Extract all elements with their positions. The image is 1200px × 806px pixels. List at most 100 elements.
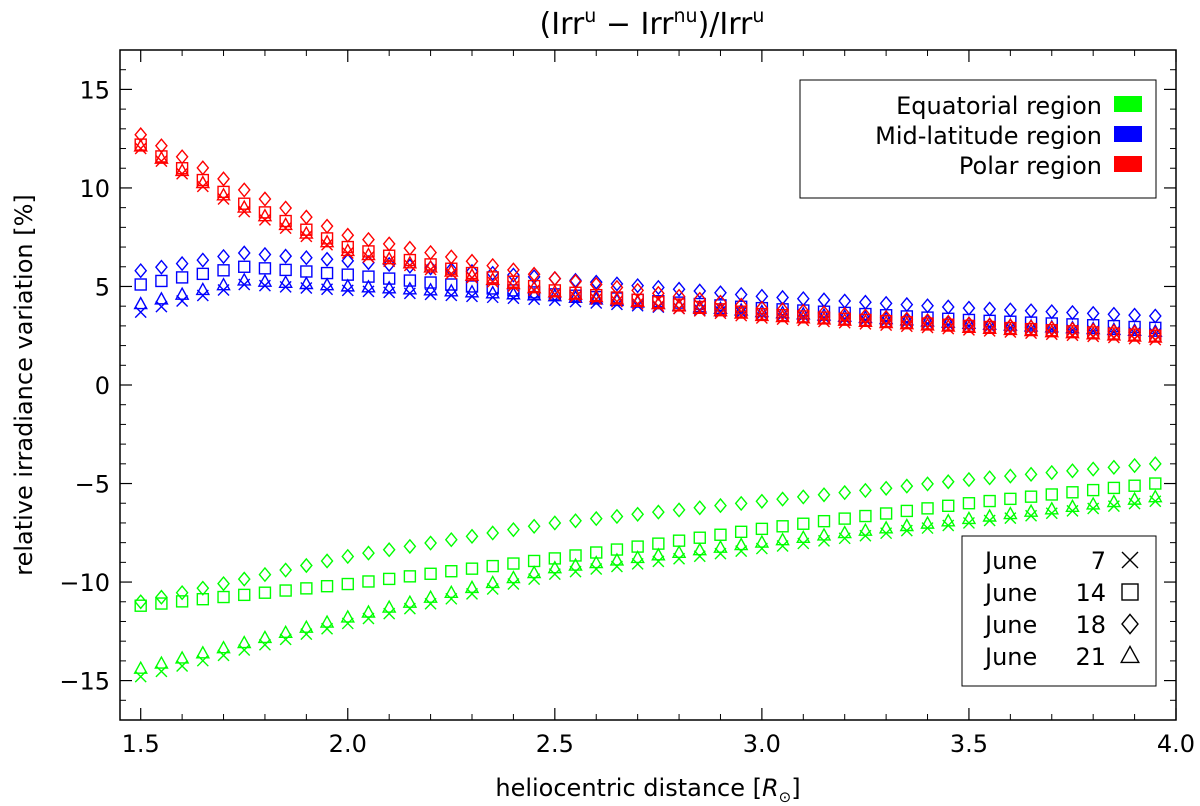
equatorial-diamond-point <box>631 506 645 522</box>
equatorial-diamond-point <box>921 476 934 492</box>
equatorial-square-point <box>734 525 748 539</box>
equatorial-cross-point <box>776 540 789 552</box>
polar-triangle-point <box>1148 329 1163 343</box>
equatorial-square-point <box>590 546 603 559</box>
equatorial-triangle-point <box>444 584 459 598</box>
mid-latitude-square-point <box>175 271 189 284</box>
mid-latitude-diamond-point <box>279 248 293 264</box>
equatorial-triangle-point <box>154 655 169 669</box>
x-tick-label: 3.5 <box>950 730 988 758</box>
mid-latitude-diamond-point <box>589 274 603 290</box>
equatorial-square-point <box>714 528 727 541</box>
mid-latitude-diamond-point <box>237 245 251 261</box>
equatorial-diamond-point <box>403 538 417 555</box>
equatorial-triangle-point <box>195 645 211 659</box>
equatorial-cross-point <box>528 573 541 586</box>
equatorial-diamond-point <box>362 545 375 561</box>
equatorial-triangle-point <box>878 520 894 534</box>
equatorial-square-point <box>942 499 955 512</box>
equatorial-square-point <box>983 494 996 508</box>
equatorial-triangle-point <box>381 599 397 613</box>
equatorial-diamond-point <box>1003 468 1017 484</box>
polar-diamond-point <box>838 306 852 323</box>
region-legend-box <box>799 79 1157 199</box>
equatorial-diamond-point <box>424 535 437 551</box>
mid-latitude-square-point <box>320 266 334 280</box>
polar-triangle-point <box>754 307 770 322</box>
mid-latitude-diamond-point <box>299 250 313 266</box>
equatorial-diamond-point <box>548 515 562 531</box>
polar-cross-point <box>652 300 665 313</box>
equatorial-square-point <box>1107 481 1121 495</box>
mid-latitude-square-point <box>424 276 437 289</box>
polar-diamond-point <box>941 314 955 331</box>
polar-diamond-point <box>962 316 976 332</box>
x-tick-label: 2.5 <box>536 730 574 758</box>
equatorial-diamond-point <box>527 518 541 534</box>
mid-latitude-diamond-point <box>217 248 230 265</box>
equatorial-triangle-point <box>237 635 252 649</box>
equatorial-diamond-point <box>1128 457 1142 474</box>
equatorial-cross-point <box>466 587 478 600</box>
polar-cross-point <box>631 297 644 310</box>
mid-latitude-diamond-point <box>962 300 976 316</box>
equatorial-triangle-point <box>257 629 273 644</box>
equatorial-diamond-point <box>507 521 520 538</box>
legend-month-june-18: June <box>983 611 1037 639</box>
mid-latitude-triangle-point <box>237 272 252 286</box>
polar-triangle-point <box>278 216 293 231</box>
mid-latitude-triangle-point <box>340 278 355 292</box>
equatorial-diamond-point <box>693 500 707 516</box>
polar-diamond-point <box>693 291 707 307</box>
polar-diamond-point <box>1128 324 1142 341</box>
equatorial-diamond-point <box>237 571 251 587</box>
legend-swatch-polar <box>1114 156 1142 172</box>
equatorial-diamond-point <box>859 482 872 499</box>
mid-latitude-diamond-point <box>196 252 210 268</box>
mid-latitude-diamond-point <box>341 253 355 269</box>
polar-triangle-point <box>195 175 211 189</box>
mid-latitude-diamond-point <box>1003 302 1017 318</box>
polar-triangle-point <box>506 276 521 290</box>
equatorial-cross-point <box>714 547 727 560</box>
equatorial-square-point <box>1024 490 1038 503</box>
equatorial-triangle-point <box>1085 496 1101 510</box>
equatorial-cross-point <box>735 545 748 558</box>
equatorial-triangle-point <box>361 604 376 618</box>
mid-latitude-diamond-point <box>859 294 872 310</box>
polar-triangle-point <box>216 187 231 201</box>
polar-triangle-point <box>485 271 500 286</box>
mid-latitude-triangle-point <box>402 281 418 295</box>
legend-label-polar: Polar region <box>959 152 1102 180</box>
legend-swatch-mid-latitude <box>1114 126 1142 142</box>
polar-triangle-point <box>154 150 169 164</box>
equatorial-triangle-point <box>920 515 935 529</box>
polar-cross-point <box>507 280 520 293</box>
polar-diamond-point <box>258 191 272 207</box>
mid-latitude-diamond-point <box>796 290 810 307</box>
mid-latitude-triangle-point <box>526 287 542 301</box>
legend-month-june-21: June <box>983 643 1037 671</box>
polar-triangle-point <box>1023 323 1039 337</box>
equatorial-cross-point <box>818 534 830 547</box>
mid-latitude-diamond-point <box>817 292 831 308</box>
data-points <box>133 127 1163 683</box>
equatorial-square-point <box>445 565 458 578</box>
mid-latitude-square-point <box>196 267 210 281</box>
equatorial-triangle-point <box>526 565 542 579</box>
polar-diamond-point <box>1107 323 1121 340</box>
mid-latitude-triangle-point <box>609 293 625 307</box>
equatorial-square-point <box>1149 477 1162 490</box>
polar-triangle-point <box>775 309 790 323</box>
equatorial-cross-point <box>217 649 230 662</box>
equatorial-diamond-point <box>1086 461 1100 477</box>
polar-triangle-point <box>1003 321 1018 336</box>
x-tick-label: 2.0 <box>329 730 367 758</box>
mid-latitude-cross-point <box>196 289 209 302</box>
mid-latitude-diamond-point <box>755 288 769 305</box>
equatorial-square-point <box>838 512 851 525</box>
equatorial-triangle-point <box>899 518 915 532</box>
mid-latitude-triangle-point <box>506 286 521 300</box>
equatorial-cross-point <box>196 654 209 667</box>
mid-latitude-diamond-point <box>507 267 520 283</box>
